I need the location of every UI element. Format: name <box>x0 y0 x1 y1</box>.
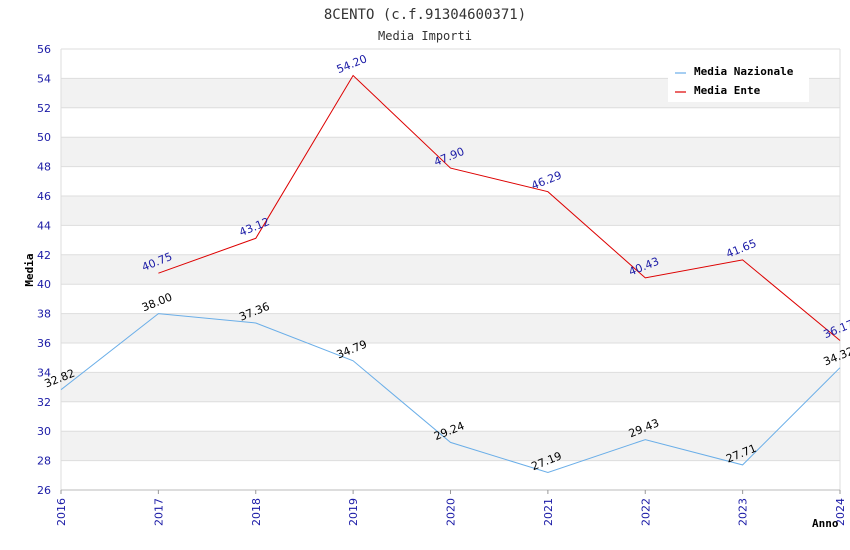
y-tick-label: 36 <box>37 337 51 350</box>
y-tick-label: 42 <box>37 249 51 262</box>
x-tick-label: 2017 <box>152 498 165 526</box>
legend-box <box>668 60 809 102</box>
x-tick-label: 2019 <box>347 498 360 526</box>
y-tick-label: 28 <box>37 455 51 468</box>
y-tick-label: 46 <box>37 190 51 203</box>
x-tick-label: 2016 <box>55 498 68 526</box>
y-tick-label: 44 <box>37 219 51 232</box>
grid-band <box>61 254 840 285</box>
x-axis-label: Anno <box>812 517 839 530</box>
y-tick-label: 34 <box>37 366 51 379</box>
y-tick-label: 48 <box>37 161 51 174</box>
grid-band <box>61 372 840 402</box>
grid-band <box>61 137 840 167</box>
legend: Media Nazionale Media Ente <box>668 60 809 102</box>
legend-label-media-ente: Media Ente <box>694 84 761 97</box>
data-label: 54.20 <box>335 52 369 76</box>
series-line-media-nazionale <box>60 313 841 474</box>
gridlines <box>60 48 841 491</box>
data-label: 34.32 <box>822 345 850 369</box>
y-tick-label: 38 <box>37 308 51 321</box>
series-lines <box>60 74 841 474</box>
y-tick-label: 32 <box>37 396 51 409</box>
y-tick-label: 40 <box>37 278 51 291</box>
y-tick-label: 52 <box>37 102 51 115</box>
x-tick-label: 2018 <box>250 498 263 526</box>
y-axis-ticks: 26 28 30 32 34 36 38 40 42 44 46 48 50 52 54 56 <box>37 43 51 497</box>
grid-band <box>61 431 840 461</box>
grid-band <box>61 196 840 226</box>
x-axis-ticks: 2016 2017 2018 2019 2020 2021 2022 2023 2024 <box>55 490 847 526</box>
data-label: 38.00 <box>140 290 174 314</box>
y-tick-label: 30 <box>37 425 51 438</box>
grid-bands <box>61 78 840 461</box>
x-tick-label: 2024 <box>834 498 847 526</box>
x-tick-label: 2023 <box>737 498 750 526</box>
x-tick-label: 2020 <box>445 498 458 526</box>
y-tick-label: 54 <box>37 72 51 85</box>
chart-title: 8CENTO (c.f.91304600371) <box>324 7 526 23</box>
grid-band <box>61 313 840 343</box>
x-tick-label: 2022 <box>639 498 652 526</box>
y-tick-label: 50 <box>37 131 51 144</box>
data-label: 46.29 <box>530 169 564 193</box>
chart-subtitle: Media Importi <box>378 29 472 43</box>
legend-label-media-nazionale: Media Nazionale <box>694 65 794 78</box>
y-axis-label: Media <box>23 253 36 286</box>
y-tick-label: 56 <box>37 43 51 56</box>
series-line-media-ente <box>158 74 841 341</box>
y-tick-label: 26 <box>37 484 51 497</box>
x-tick-label: 2021 <box>542 498 555 526</box>
